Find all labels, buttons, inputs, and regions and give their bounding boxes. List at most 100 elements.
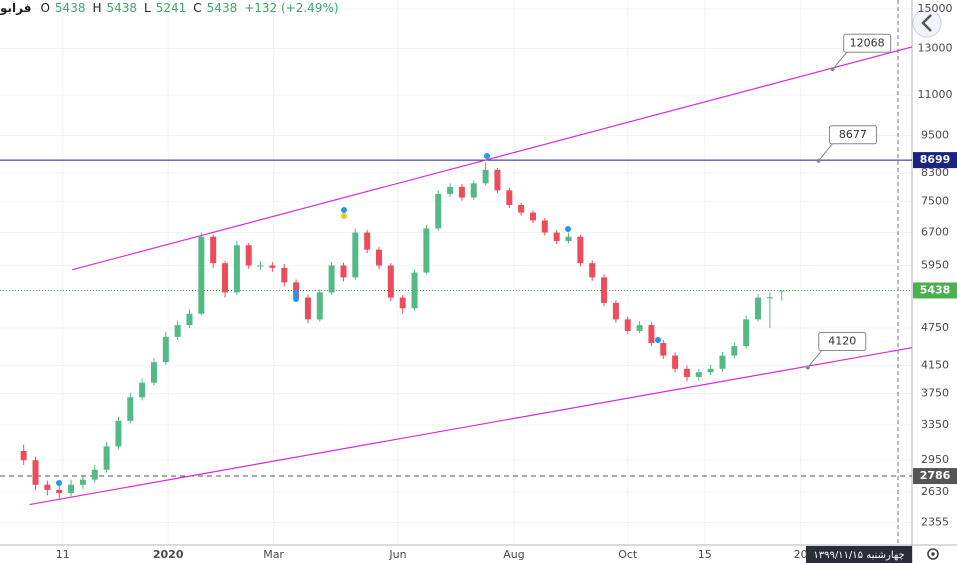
- candle-body: [423, 228, 430, 273]
- candle-body: [518, 204, 525, 213]
- price-level-label-bg: [913, 152, 957, 169]
- candle-body: [695, 372, 702, 378]
- candle-body: [198, 236, 205, 314]
- candle-body: [103, 446, 110, 470]
- crosshair-date: چهارشنبه ۱۳۹۹/۱۱/۱۵: [813, 550, 904, 561]
- candle-body: [68, 484, 75, 494]
- callout-box: [828, 125, 877, 145]
- ohlc-letter: C: [193, 1, 202, 15]
- candle-body: [648, 325, 655, 344]
- candle-body: [470, 183, 477, 198]
- candle-body: [553, 232, 560, 241]
- y-tick-label: 7500: [921, 194, 949, 207]
- event-dot: [565, 226, 571, 232]
- candle-body: [506, 190, 513, 205]
- candle-body: [482, 169, 489, 184]
- candle-body: [139, 382, 146, 398]
- candle-body: [233, 245, 240, 293]
- candle-body: [672, 355, 679, 369]
- price-level-label: 8699: [920, 153, 951, 166]
- y-tick-label: 2950: [921, 453, 949, 466]
- x-tick-label: 11: [56, 548, 70, 561]
- x-tick-label: Oct: [618, 548, 638, 561]
- trendline: [72, 46, 913, 271]
- candle-body: [601, 277, 608, 303]
- candle-body: [577, 236, 584, 264]
- candle-body: [565, 236, 572, 241]
- candle-body: [766, 297, 773, 299]
- settings-button[interactable]: [927, 548, 939, 560]
- candle-body: [755, 297, 762, 320]
- candle-body: [257, 265, 264, 267]
- candle-body: [293, 282, 300, 298]
- y-tick-label: 2630: [921, 485, 949, 498]
- callout-label: 12068: [850, 36, 885, 49]
- candle-body: [328, 265, 335, 293]
- candle-body: [376, 249, 383, 266]
- candle-body: [340, 265, 347, 278]
- event-dot: [293, 290, 299, 296]
- symbol: فرابو: [0, 1, 32, 15]
- candle-body: [731, 346, 738, 356]
- candle-body: [162, 336, 169, 363]
- event-markers: [56, 153, 661, 486]
- trendline: [29, 347, 913, 506]
- back-button[interactable]: [912, 8, 942, 38]
- y-tick-label: 8300: [921, 166, 949, 179]
- callout-label: 8677: [839, 128, 867, 141]
- ohlc-value: 5438: [206, 1, 238, 15]
- price-level-label: 2786: [920, 469, 951, 482]
- y-tick-label: 9500: [921, 129, 949, 142]
- y-tick-label: 15000: [918, 2, 953, 15]
- candle-body: [186, 313, 193, 326]
- callout-leader: [807, 350, 823, 368]
- x-tick-label: 15: [698, 548, 712, 561]
- gear-ring: [927, 548, 939, 560]
- price-level-label-bg: [913, 468, 957, 485]
- candle-body: [541, 220, 548, 233]
- candle-body: [245, 245, 252, 266]
- price-level-label: 5438: [920, 283, 951, 296]
- ohlc-letter: O: [40, 1, 50, 15]
- candle-body: [683, 368, 690, 378]
- back-chevron: [921, 14, 932, 32]
- candle-body: [589, 263, 596, 278]
- candle-body: [494, 169, 501, 191]
- candle-body: [719, 355, 726, 369]
- y-tick-label: 13000: [918, 42, 953, 55]
- y-tick-label: 2355: [921, 516, 949, 529]
- event-dot: [341, 207, 347, 213]
- x-tick-label: 20: [794, 548, 808, 561]
- candle-body: [612, 302, 619, 320]
- change: +132 (+2.49%): [244, 1, 339, 15]
- callout-leader: [818, 143, 833, 162]
- candle-body: [624, 319, 631, 331]
- callout-leader: [832, 51, 848, 70]
- callout-box: [818, 331, 867, 351]
- candle-body: [447, 186, 454, 194]
- candle-body: [778, 290, 785, 292]
- ohlc-value: 5438: [106, 1, 138, 15]
- candle-body: [529, 212, 536, 221]
- x-tick-label: Jun: [388, 548, 406, 561]
- callout-label: 4120: [828, 334, 856, 347]
- candle-body: [435, 193, 442, 229]
- candle-body: [20, 450, 27, 461]
- x-tick-label: Mar: [263, 548, 284, 561]
- back-button-circle[interactable]: [912, 8, 942, 38]
- y-tick-label: 3750: [921, 387, 949, 400]
- x-tick-label: Aug: [503, 548, 524, 561]
- candle-body: [352, 232, 359, 278]
- candle-body: [458, 186, 465, 198]
- candle-body: [411, 272, 418, 309]
- candle-body: [304, 297, 311, 320]
- candle-body: [387, 265, 394, 298]
- candle-body: [79, 479, 86, 485]
- ohlc-value: 5241: [155, 1, 187, 15]
- event-dot: [341, 213, 347, 219]
- candle-body: [174, 325, 181, 337]
- legend-header: فرابو O 5438 H 5438 L 5241 C 5438 +132 (+2.49%): [0, 1, 346, 15]
- event-dot: [293, 296, 299, 302]
